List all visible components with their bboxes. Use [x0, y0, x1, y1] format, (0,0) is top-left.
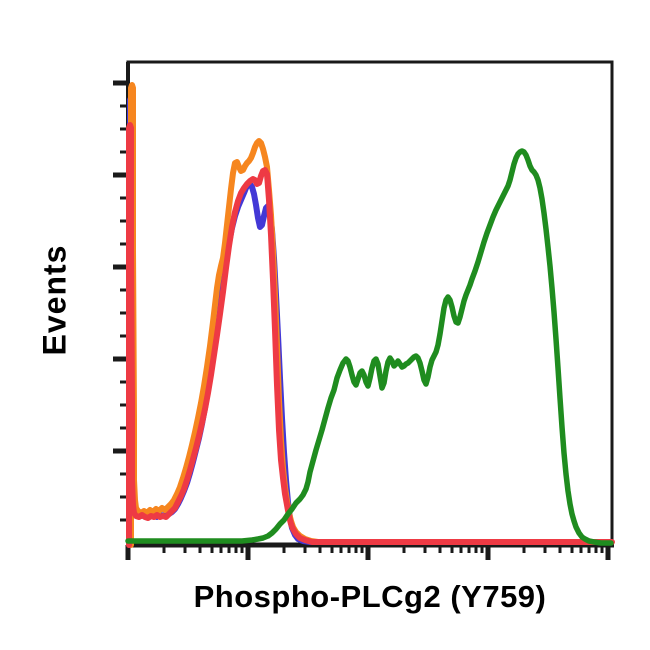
red-curve	[126, 122, 615, 548]
x-axis-label: Phospho-PLCg2 (Y759)	[193, 579, 547, 614]
green-curve	[125, 148, 614, 546]
y-axis-label: Events	[36, 244, 73, 356]
orange-curve	[128, 82, 321, 548]
plot-frame	[126, 60, 614, 547]
